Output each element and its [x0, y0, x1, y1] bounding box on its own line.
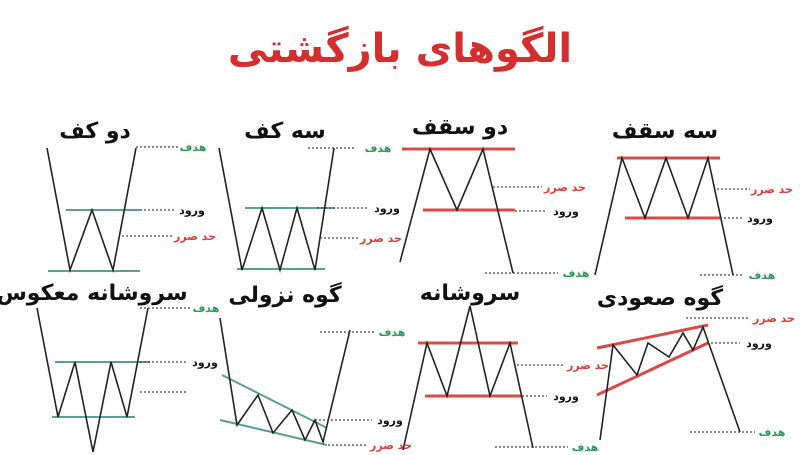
stop-loss-label: حد ضرر — [173, 230, 216, 243]
upper-wedge-line — [221, 374, 328, 429]
price-path — [599, 324, 741, 441]
stop-loss-label: حد ضرر — [543, 181, 586, 194]
price-path — [46, 147, 137, 274]
price-path — [219, 317, 351, 445]
pattern-title: سروشانه معکوس — [0, 281, 188, 306]
pattern-title: دو سقف — [412, 115, 508, 140]
pattern-double-bottom: دو کف هدف ورود حد ضرر — [46, 119, 216, 274]
pattern-triple-top: سه سقف حد ضرر ورود هدف — [594, 119, 793, 282]
upper-wedge-line — [596, 323, 709, 350]
entry-label: ورود — [179, 204, 205, 217]
entry-label: ورود — [553, 390, 579, 403]
pattern-rising-wedge: گوه صعودی حد ضرر ورود هدف — [596, 284, 795, 441]
pattern-title: سه کف — [244, 119, 326, 144]
entry-label: ورود — [553, 205, 579, 218]
lower-wedge-line — [596, 341, 709, 397]
pattern-title: گوه صعودی — [597, 284, 723, 311]
price-path — [402, 305, 534, 451]
target-label: هدف — [193, 302, 220, 315]
stop-loss-label: حد ضرر — [359, 232, 402, 245]
main-title: الگوهای بازگشتی — [228, 25, 572, 72]
target-label: هدف — [379, 326, 406, 339]
entry-label: ورود — [377, 414, 403, 427]
stop-loss-label: حد ضرر — [369, 439, 412, 452]
entry-label: ورود — [192, 356, 218, 369]
price-path — [36, 307, 149, 453]
stop-loss-label: حد ضرر — [752, 312, 795, 325]
pattern-title: سروشانه — [420, 281, 521, 306]
target-label: هدف — [749, 269, 776, 282]
target-label: هدف — [572, 441, 599, 454]
target-label: هدف — [365, 142, 392, 155]
target-label: هدف — [563, 267, 590, 280]
price-path — [399, 146, 514, 274]
pattern-head-and-shoulders: سروشانه حد ضرر ورود هدف — [402, 281, 609, 454]
entry-label: ورود — [374, 202, 400, 215]
stop-loss-label: حد ضرر — [750, 183, 793, 196]
pattern-inverse-head-and-shoulders: سروشانه معکوس هدف ورود — [0, 281, 220, 453]
price-path — [594, 154, 734, 276]
pattern-title: گوه نزولی — [228, 281, 342, 308]
entry-label: ورود — [746, 337, 772, 350]
pattern-title: دو کف — [59, 119, 131, 144]
pattern-falling-wedge: گوه نزولی هدف ورود حد ضرر — [219, 281, 412, 452]
pattern-title: سه سقف — [612, 119, 718, 144]
entry-label: ورود — [747, 212, 773, 225]
target-label: هدف — [759, 426, 786, 439]
pattern-double-top: دو سقف حد ضرر ورود هدف — [399, 115, 590, 280]
stop-loss-label: حد ضرر — [566, 359, 609, 372]
pattern-triple-bottom: سه کف هدف ورود حد ضرر — [218, 119, 402, 273]
price-path — [218, 147, 335, 273]
target-label: هدف — [180, 141, 207, 154]
